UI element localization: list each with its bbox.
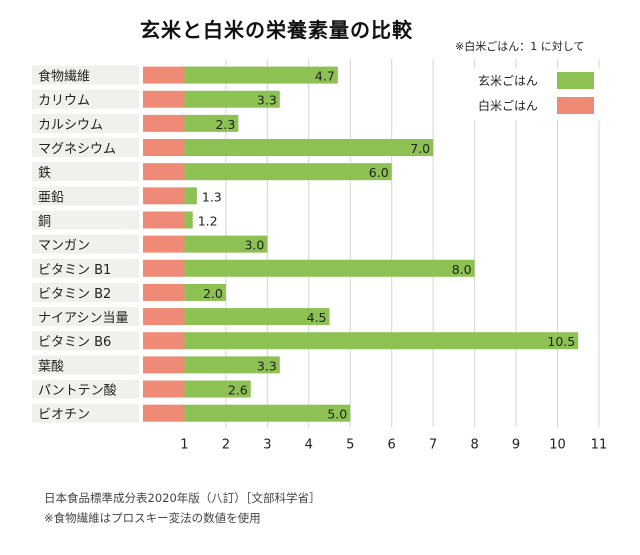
category-label: マグネシウム: [38, 142, 116, 157]
bar-brown-rice: [184, 187, 197, 205]
x-tick-label: 2: [222, 437, 230, 452]
bar-white-rice: [143, 404, 185, 422]
data-label: 1.3: [202, 189, 222, 204]
data-label: 4.7: [315, 69, 335, 84]
bar-brown-rice: [184, 163, 392, 181]
category-label: ビオチン: [38, 408, 90, 423]
data-label: 3.3: [257, 93, 277, 108]
data-label: 2.6: [228, 383, 248, 398]
data-label: 2.3: [215, 117, 235, 132]
bar-brown-rice: [184, 332, 579, 350]
bar-white-rice: [143, 90, 185, 108]
category-label: ビタミン B1: [38, 263, 111, 278]
x-tick-label: 9: [512, 437, 520, 452]
bar-white-rice: [143, 163, 185, 181]
bar-brown-rice: [184, 139, 434, 157]
category-label-bg: [32, 186, 139, 206]
bar-white-rice: [143, 235, 185, 253]
category-label-bg: [32, 258, 139, 278]
category-label: カルシウム: [38, 118, 103, 133]
category-label-bg: [32, 162, 139, 182]
bar-white-rice: [143, 211, 185, 229]
category-label-bg: [32, 234, 139, 254]
x-tick-label: 11: [591, 437, 608, 452]
bar-white-rice: [143, 308, 185, 326]
bar-brown-rice: [184, 235, 268, 253]
x-tick-label: 3: [263, 437, 271, 452]
bar-brown-rice: [184, 259, 475, 277]
source-citation: 日本食品標準成分表2020年版（八訂）［文部科学省］: [44, 491, 321, 505]
category-label: 葉酸: [38, 359, 64, 374]
x-tick-label: 7: [429, 437, 437, 452]
bar-brown-rice: [184, 404, 351, 422]
x-tick-label: 4: [305, 437, 313, 452]
bar-brown-rice: [184, 211, 193, 229]
chart-note: ※白米ごはん：1 に対して: [455, 40, 585, 53]
category-label-bg: [32, 307, 139, 327]
category-label: 亜鉛: [38, 190, 64, 205]
data-label: 4.5: [307, 310, 327, 325]
bar-brown-rice: [184, 308, 330, 326]
legend-label-brown-rice: 玄米ごはん: [478, 73, 538, 88]
category-label-bg: [32, 138, 139, 158]
category-label: 鉄: [38, 166, 51, 181]
category-label-bg: [32, 379, 139, 399]
category-label: カリウム: [38, 94, 90, 109]
category-label: マンガン: [38, 239, 90, 254]
bar-white-rice: [143, 356, 185, 374]
category-label-bg: [32, 113, 139, 133]
category-label-bg: [32, 89, 139, 109]
data-label: 1.2: [198, 213, 218, 228]
category-label-bg: [32, 331, 139, 351]
category-label: ナイアシン当量: [38, 311, 128, 326]
data-label: 5.0: [327, 407, 347, 422]
category-label-bg: [32, 65, 139, 85]
category-label-bg: [32, 210, 139, 230]
x-tick-label: 5: [346, 437, 354, 452]
data-label: 10.5: [547, 334, 575, 349]
bar-brown-rice: [184, 283, 226, 301]
bar-white-rice: [143, 380, 185, 398]
bar-brown-rice: [184, 356, 280, 374]
category-label-bg: [32, 403, 139, 423]
bar-white-rice: [143, 283, 185, 301]
bar-white-rice: [143, 187, 185, 205]
data-label: 7.0: [410, 141, 430, 156]
bar-brown-rice: [184, 90, 280, 108]
category-label: 銅: [38, 214, 51, 229]
legend-swatch-white-rice: [557, 97, 594, 114]
bar-brown-rice: [184, 114, 239, 132]
bar-brown-rice: [184, 380, 251, 398]
x-tick-label: 8: [470, 437, 478, 452]
category-label: パントテン酸: [38, 384, 117, 399]
bar-white-rice: [143, 139, 185, 157]
x-tick-label: 6: [388, 437, 396, 452]
data-label: 8.0: [452, 262, 472, 277]
category-label: 食物繊維: [38, 69, 90, 85]
data-label: 6.0: [369, 165, 389, 180]
bar-brown-rice: [184, 66, 338, 84]
bar-white-rice: [143, 332, 185, 350]
legend-label-white-rice: 白米ごはん: [478, 98, 538, 113]
data-label: 2.0: [203, 286, 223, 301]
bar-white-rice: [143, 114, 185, 132]
chart-title: 玄米と白米の栄養素量の比較: [140, 18, 413, 42]
data-label: 3.3: [257, 358, 277, 373]
x-tick-label: 10: [549, 437, 566, 452]
category-label: ビタミン B2: [38, 287, 111, 302]
category-label-bg: [32, 355, 139, 375]
x-tick-label: 1: [180, 437, 188, 452]
category-label-bg: [32, 282, 139, 302]
bar-white-rice: [143, 66, 185, 84]
source-footnote: ※食物繊維はプロスキー変法の数値を使用: [44, 511, 261, 525]
legend-swatch-brown-rice: [557, 72, 594, 89]
category-label: ビタミン B6: [38, 335, 111, 350]
bar-white-rice: [143, 259, 185, 277]
data-label: 3.0: [244, 238, 264, 253]
